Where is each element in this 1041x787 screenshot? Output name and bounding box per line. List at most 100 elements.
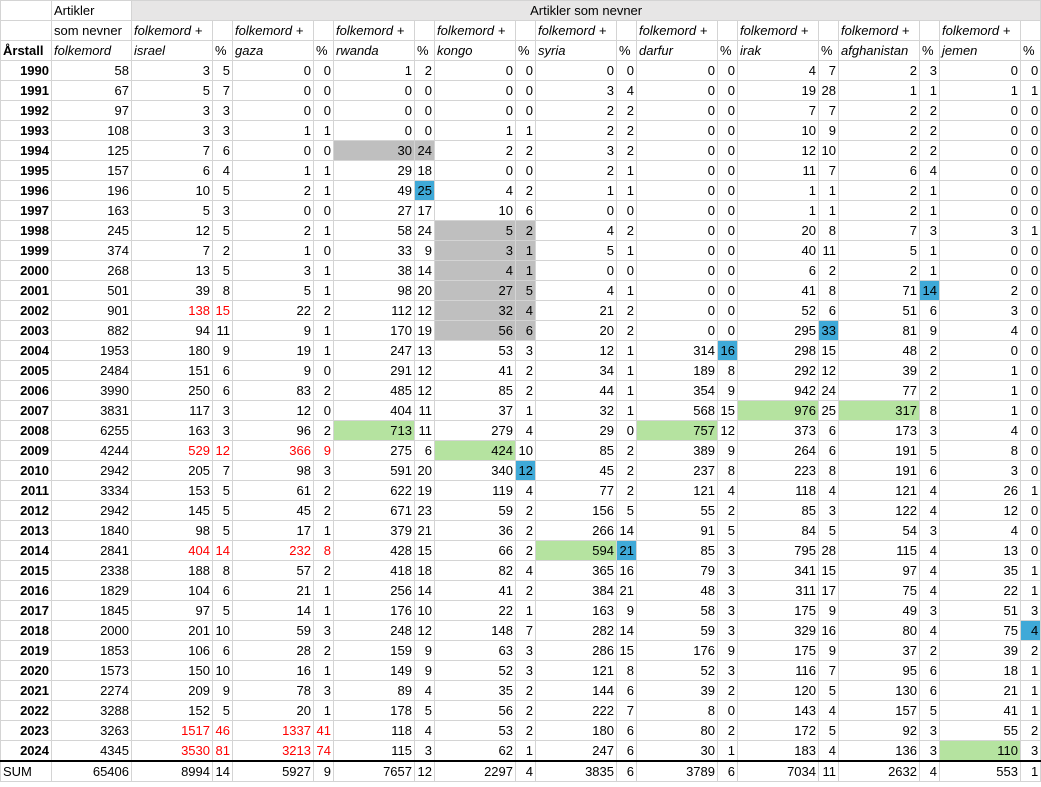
year-cell: 1994 xyxy=(0,140,52,161)
pct-cell-syria: 14 xyxy=(616,620,637,641)
count-cell-israel: 7 xyxy=(131,240,213,261)
pct-cell-kongo: 4 xyxy=(515,560,536,581)
total-cell: 901 xyxy=(51,300,132,321)
count-cell-jemen: 2 xyxy=(939,280,1021,301)
header-prefix-rwanda: folkemord + xyxy=(333,20,415,41)
count-cell-syria: 384 xyxy=(535,580,617,601)
count-cell-jemen: 3 xyxy=(939,300,1021,321)
count-cell-israel: 205 xyxy=(131,460,213,481)
pct-cell-darfur: 0 xyxy=(717,100,738,121)
count-cell-irak: 341 xyxy=(737,560,819,581)
count-cell-rwanda: 0 xyxy=(333,120,415,141)
pct-cell-gaza: 1 xyxy=(313,320,334,341)
pct-cell-gaza: 0 xyxy=(313,80,334,101)
count-cell-jemen: 55 xyxy=(939,720,1021,741)
sum-label: SUM xyxy=(0,760,52,782)
count-cell-syria: 3835 xyxy=(535,760,617,782)
pct-cell-jemen: 0 xyxy=(1019,540,1041,561)
count-cell-syria: 144 xyxy=(535,680,617,701)
pct-cell-syria: 0 xyxy=(616,420,637,441)
count-cell-rwanda: 178 xyxy=(333,700,415,721)
total-cell: 58 xyxy=(51,60,132,81)
count-cell-kongo: 52 xyxy=(434,660,516,681)
total-cell: 1573 xyxy=(51,660,132,681)
count-cell-gaza: 232 xyxy=(232,540,314,561)
pct-cell-syria: 6 xyxy=(616,680,637,701)
count-cell-darfur: 389 xyxy=(636,440,718,461)
count-cell-jemen: 22 xyxy=(939,580,1021,601)
header-prefix-pct-blank xyxy=(919,20,940,41)
pct-cell-irak: 9 xyxy=(818,600,839,621)
pct-cell-irak: 11 xyxy=(818,760,839,782)
header-prefix-pct-blank xyxy=(717,20,738,41)
pct-cell-darfur: 15 xyxy=(717,400,738,421)
pct-cell-syria: 2 xyxy=(616,140,637,161)
pct-cell-kongo: 4 xyxy=(515,420,536,441)
pct-cell-jemen: 4 xyxy=(1019,620,1041,641)
count-cell-rwanda: 7657 xyxy=(333,760,415,782)
count-cell-kongo: 0 xyxy=(434,80,516,101)
year-cell: 2021 xyxy=(0,680,52,701)
count-cell-syria: 3 xyxy=(535,140,617,161)
table-row: 2020 1573 150 10 16 1 149 9 52 3 121 8 52 3 116 7 95 6 18 1 xyxy=(0,660,1041,681)
header-pct: % xyxy=(616,40,637,61)
pct-cell-rwanda: 3 xyxy=(414,740,435,762)
header-artikler: Artikler xyxy=(51,0,132,21)
count-cell-irak: 10 xyxy=(737,120,819,141)
count-cell-gaza: 9 xyxy=(232,320,314,341)
pct-cell-rwanda: 20 xyxy=(414,280,435,301)
pct-cell-syria: 1 xyxy=(616,160,637,181)
year-cell: 2001 xyxy=(0,280,52,301)
count-cell-irak: 41 xyxy=(737,280,819,301)
count-cell-rwanda: 671 xyxy=(333,500,415,521)
count-cell-rwanda: 247 xyxy=(333,340,415,361)
count-cell-rwanda: 591 xyxy=(333,460,415,481)
count-cell-israel: 209 xyxy=(131,680,213,701)
count-cell-syria: 5 xyxy=(535,240,617,261)
pct-cell-rwanda: 12 xyxy=(414,760,435,782)
count-cell-israel: 106 xyxy=(131,640,213,661)
count-cell-israel: 138 xyxy=(131,300,213,321)
total-cell: 97 xyxy=(51,100,132,121)
count-cell-jemen: 0 xyxy=(939,260,1021,281)
count-cell-darfur: 0 xyxy=(636,320,718,341)
pct-cell-syria: 2 xyxy=(616,460,637,481)
count-cell-gaza: 12 xyxy=(232,400,314,421)
pct-cell-jemen: 3 xyxy=(1019,740,1041,762)
table-row: 1994 125 7 6 0 0 30 24 2 2 3 2 0 0 12 10 2 2 0 0 xyxy=(0,140,1041,161)
pct-cell-jemen: 0 xyxy=(1019,260,1041,281)
pct-cell-kongo: 6 xyxy=(515,320,536,341)
count-cell-jemen: 110 xyxy=(939,740,1021,762)
pct-cell-syria: 5 xyxy=(616,500,637,521)
count-cell-darfur: 0 xyxy=(636,100,718,121)
count-cell-rwanda: 29 xyxy=(333,160,415,181)
count-cell-afghanistan: 7 xyxy=(838,220,920,241)
pct-cell-irak: 4 xyxy=(818,480,839,501)
pct-cell-rwanda: 18 xyxy=(414,160,435,181)
pct-cell-rwanda: 11 xyxy=(414,400,435,421)
pct-cell-syria: 6 xyxy=(616,760,637,782)
count-cell-israel: 180 xyxy=(131,340,213,361)
count-cell-darfur: 0 xyxy=(636,220,718,241)
year-cell: 1990 xyxy=(0,60,52,81)
count-cell-syria: 44 xyxy=(535,380,617,401)
pct-cell-rwanda: 11 xyxy=(414,420,435,441)
count-cell-rwanda: 115 xyxy=(333,740,415,762)
header-country-kongo: kongo xyxy=(434,40,516,61)
count-cell-darfur: 0 xyxy=(636,280,718,301)
pct-cell-israel: 5 xyxy=(212,480,233,501)
count-cell-afghanistan: 77 xyxy=(838,380,920,401)
count-cell-darfur: 0 xyxy=(636,140,718,161)
count-cell-rwanda: 404 xyxy=(333,400,415,421)
count-cell-kongo: 63 xyxy=(434,640,516,661)
year-cell: 2012 xyxy=(0,500,52,521)
pct-cell-darfur: 2 xyxy=(717,720,738,741)
total-cell: 1840 xyxy=(51,520,132,541)
pct-cell-israel: 9 xyxy=(212,340,233,361)
header-prefix-pct-blank xyxy=(515,20,536,41)
pct-cell-jemen: 0 xyxy=(1019,460,1041,481)
count-cell-gaza: 21 xyxy=(232,580,314,601)
count-cell-darfur: 0 xyxy=(636,200,718,221)
pct-cell-darfur: 6 xyxy=(717,760,738,782)
